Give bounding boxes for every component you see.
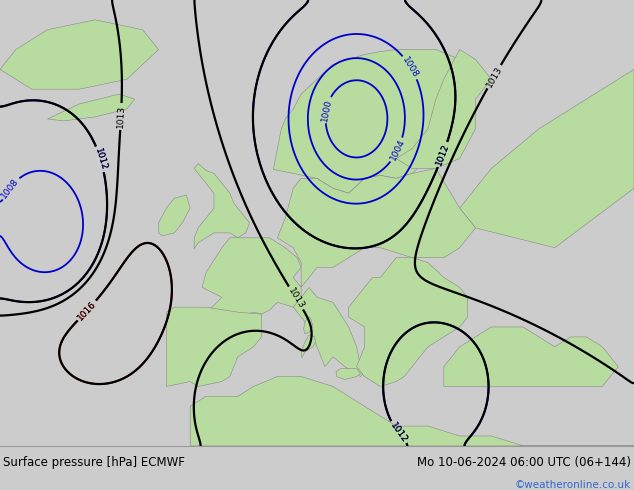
Polygon shape [48, 94, 134, 121]
Polygon shape [202, 238, 301, 317]
Text: 1016: 1016 [76, 299, 98, 322]
Polygon shape [190, 376, 634, 446]
Polygon shape [396, 49, 491, 169]
Text: 1012: 1012 [388, 420, 408, 444]
Polygon shape [336, 368, 361, 380]
Polygon shape [278, 169, 476, 287]
Text: 1012: 1012 [434, 142, 451, 167]
Polygon shape [444, 327, 618, 387]
Text: 1013: 1013 [484, 64, 503, 89]
Text: 1008: 1008 [401, 55, 420, 79]
Polygon shape [273, 49, 468, 193]
Polygon shape [349, 258, 468, 387]
Polygon shape [194, 164, 250, 249]
Polygon shape [166, 307, 261, 387]
Polygon shape [460, 70, 634, 248]
Text: 1012: 1012 [93, 147, 108, 172]
Text: 1012: 1012 [93, 147, 108, 172]
Text: 1012: 1012 [434, 142, 451, 167]
Text: 1008: 1008 [0, 176, 21, 200]
Polygon shape [301, 335, 316, 358]
Polygon shape [158, 195, 190, 236]
Text: 1013: 1013 [286, 286, 306, 310]
Text: ©weatheronline.co.uk: ©weatheronline.co.uk [515, 480, 631, 490]
Text: 1013: 1013 [116, 105, 126, 128]
Polygon shape [304, 317, 313, 334]
Text: Mo 10-06-2024 06:00 UTC (06+144): Mo 10-06-2024 06:00 UTC (06+144) [417, 456, 631, 469]
Text: Surface pressure [hPa] ECMWF: Surface pressure [hPa] ECMWF [3, 456, 185, 469]
Polygon shape [0, 20, 158, 89]
Text: 1016: 1016 [76, 299, 98, 322]
Text: 1000: 1000 [320, 98, 333, 122]
Text: 1012: 1012 [388, 420, 408, 444]
Polygon shape [293, 287, 365, 376]
Text: 1004: 1004 [389, 138, 406, 162]
